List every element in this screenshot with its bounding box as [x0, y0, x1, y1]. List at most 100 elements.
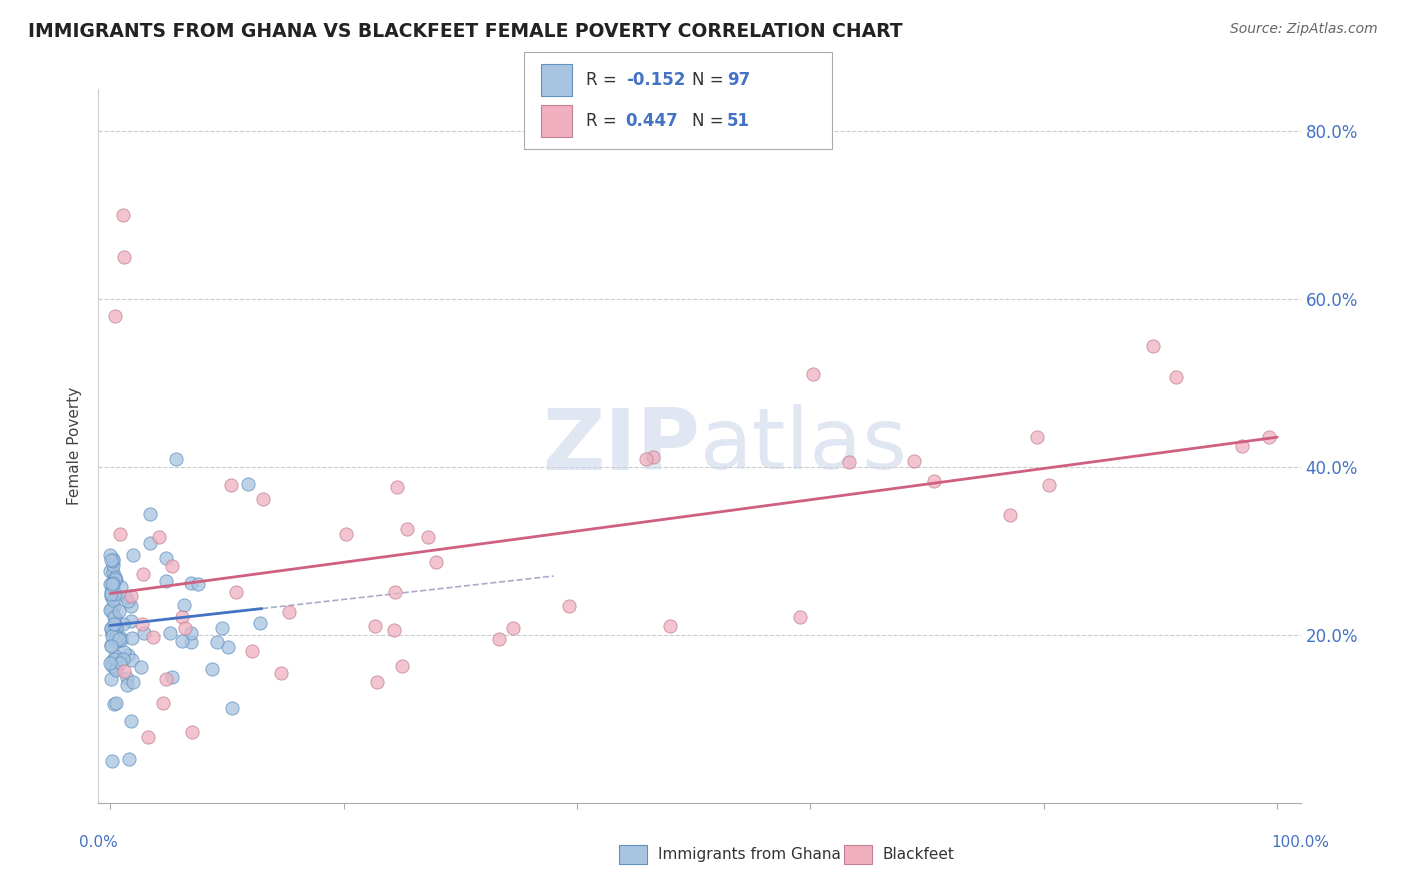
Point — [114, 590, 136, 604]
Point — [110, 580, 132, 594]
Point — [104, 634, 127, 648]
Point — [104, 573, 127, 587]
Point — [100, 754, 122, 768]
Point — [101, 658, 124, 673]
Point — [103, 576, 125, 591]
Point — [155, 672, 177, 686]
Point — [1000, 508, 1022, 522]
Point — [98, 548, 121, 562]
Point — [104, 634, 127, 648]
Point — [385, 480, 408, 494]
Point — [416, 530, 439, 544]
Point — [101, 624, 124, 638]
Text: 51: 51 — [727, 112, 749, 130]
Text: ZIP: ZIP — [541, 404, 700, 488]
Text: Immigrants from Ghana: Immigrants from Ghana — [658, 847, 841, 862]
Point — [104, 572, 127, 586]
Point — [117, 648, 139, 662]
Point — [100, 640, 122, 654]
Text: Blackfeet: Blackfeet — [883, 847, 955, 862]
Point — [382, 623, 405, 637]
Point — [1166, 369, 1188, 384]
Text: 0.447: 0.447 — [626, 112, 679, 130]
Point — [180, 634, 202, 648]
Point — [425, 555, 447, 569]
Point — [122, 674, 145, 689]
Text: N =: N = — [692, 70, 728, 88]
Point — [100, 589, 122, 603]
Text: R =: R = — [586, 70, 623, 88]
Point — [112, 645, 135, 659]
Point — [173, 621, 195, 635]
Point — [557, 599, 579, 613]
Point — [120, 614, 142, 628]
Point — [104, 610, 127, 624]
Point — [391, 659, 413, 673]
Point — [101, 625, 124, 640]
Point — [103, 617, 125, 632]
Point — [111, 208, 134, 222]
Point — [488, 632, 510, 646]
Point — [217, 640, 239, 654]
Text: Source: ZipAtlas.com: Source: ZipAtlas.com — [1230, 22, 1378, 37]
Point — [112, 250, 135, 264]
Point — [134, 626, 156, 640]
Point — [924, 474, 946, 488]
Text: N =: N = — [692, 112, 728, 130]
Point — [104, 309, 127, 323]
Point — [117, 752, 139, 766]
Text: 100.0%: 100.0% — [1271, 836, 1330, 850]
Point — [160, 670, 183, 684]
Point — [100, 584, 122, 599]
Point — [658, 619, 681, 633]
Point — [101, 578, 124, 592]
Point — [101, 554, 124, 568]
Point — [98, 657, 121, 671]
Point — [366, 675, 388, 690]
Y-axis label: Female Poverty: Female Poverty — [67, 387, 83, 505]
Text: IMMIGRANTS FROM GHANA VS BLACKFEET FEMALE POVERTY CORRELATION CHART: IMMIGRANTS FROM GHANA VS BLACKFEET FEMAL… — [28, 22, 903, 41]
Point — [120, 589, 142, 603]
Point — [115, 678, 138, 692]
Point — [120, 599, 142, 613]
Point — [335, 526, 357, 541]
Point — [136, 730, 159, 744]
Point — [101, 629, 124, 643]
Point — [101, 558, 124, 572]
Point — [1026, 430, 1049, 444]
Point — [180, 625, 202, 640]
Point — [100, 587, 122, 601]
Point — [165, 451, 187, 466]
Point — [172, 609, 194, 624]
Point — [903, 454, 925, 468]
Point — [103, 621, 125, 635]
Point — [100, 552, 122, 566]
Point — [101, 592, 124, 607]
Point — [121, 631, 143, 645]
Point — [105, 619, 128, 633]
Point — [100, 672, 122, 686]
Point — [132, 566, 155, 581]
Point — [100, 622, 122, 636]
Point — [249, 615, 271, 630]
Point — [100, 638, 122, 652]
Text: 0.0%: 0.0% — [79, 836, 118, 850]
Point — [131, 616, 153, 631]
Text: 97: 97 — [727, 70, 751, 88]
Point — [1258, 429, 1281, 443]
Point — [112, 665, 135, 679]
Point — [103, 609, 125, 624]
Point — [103, 648, 125, 663]
Point — [173, 598, 195, 612]
Point — [240, 644, 263, 658]
Point — [121, 653, 143, 667]
Point — [104, 651, 127, 665]
Point — [104, 587, 127, 601]
Point — [155, 574, 177, 588]
Point — [115, 671, 138, 685]
Point — [104, 570, 127, 584]
Point — [395, 522, 418, 536]
Point — [103, 576, 125, 591]
Point — [838, 455, 860, 469]
Point — [111, 617, 134, 632]
